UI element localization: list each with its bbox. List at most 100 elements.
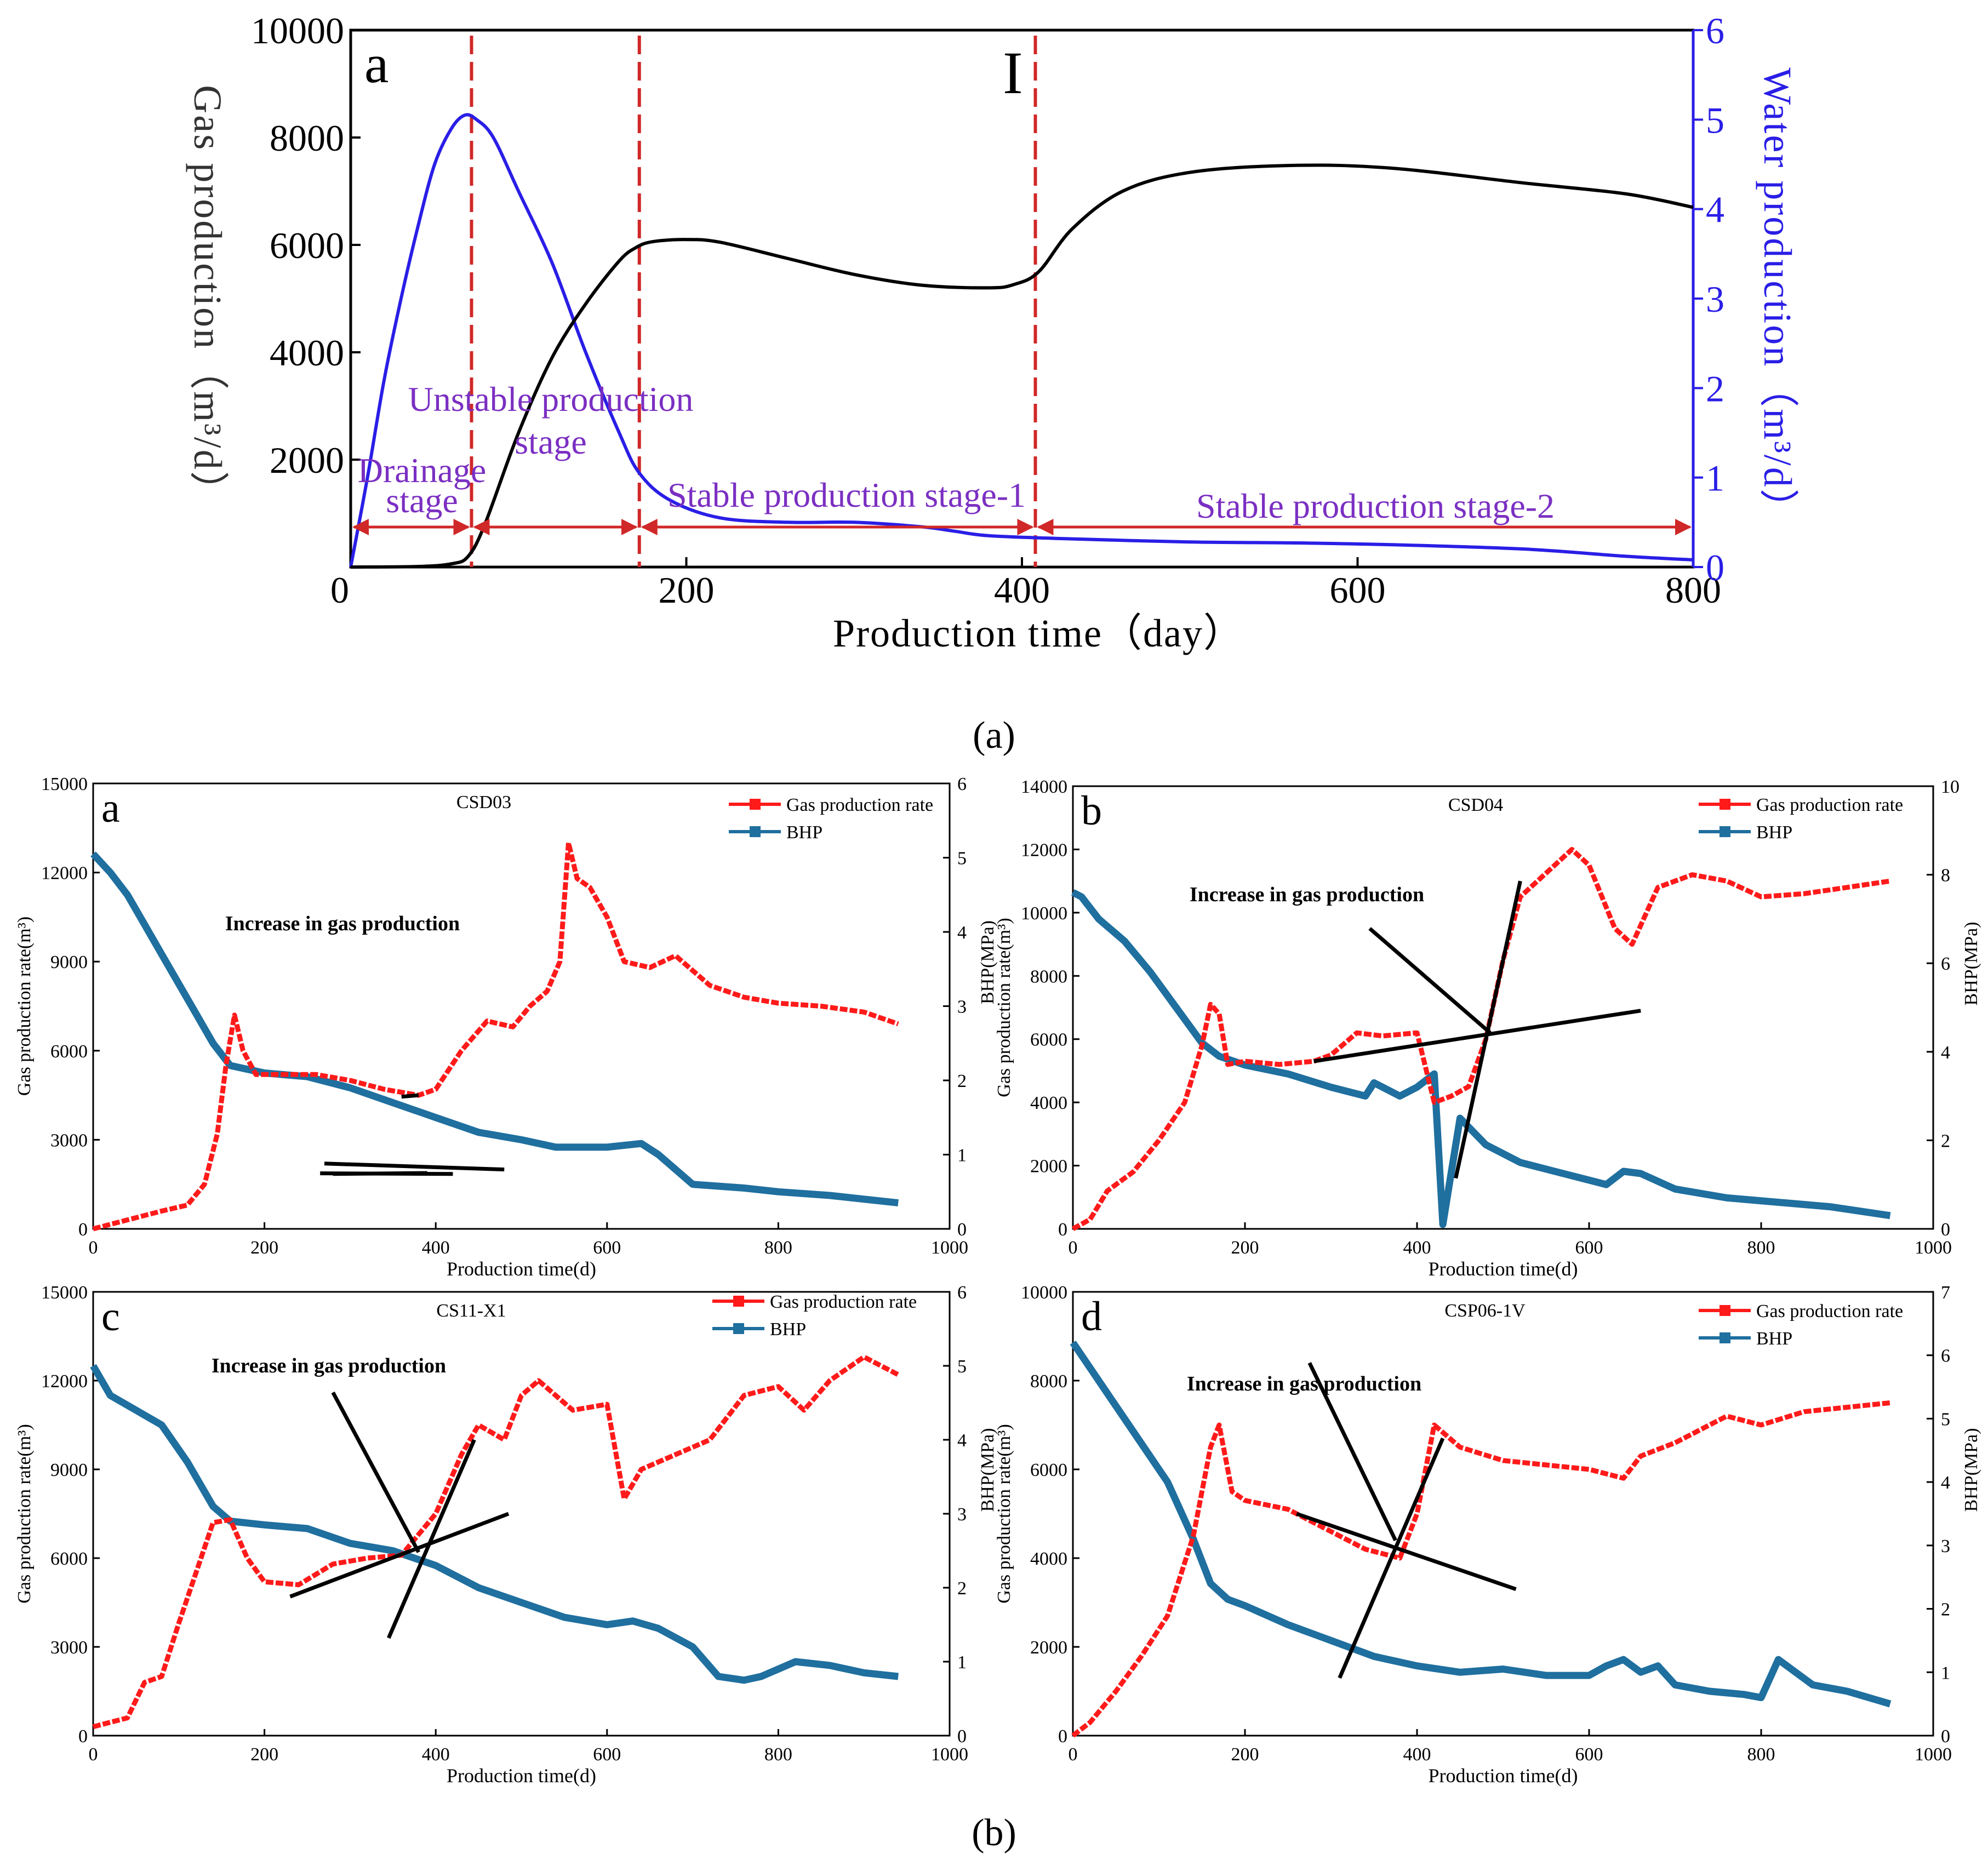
x-tick-label: 200 [1231,1238,1259,1258]
x-tick-label: 600 [1575,1238,1603,1258]
y-right-tick-label: 5 [957,849,967,869]
chart-csd04: 0 200 400 600 800 100002000400060008000100001… [994,777,1981,1280]
y-tick-label: 4000 [270,332,344,374]
marker-label: I [1003,39,1023,106]
x-tick-label: 600 [593,1238,621,1258]
y-right-tick-label: 6 [957,774,967,794]
y-right-tick-label: 0 [957,1726,967,1747]
y-right-axis-label: BHP(MPa) [978,920,998,1004]
panel-letter: a [364,33,389,94]
y-tick-label: 3000 [50,1130,88,1151]
caption-a: (a) [973,714,1015,757]
y-right-tick-label: 10 [1941,777,1960,797]
gas-production-line [1071,846,1891,1231]
x-tick-label: 1000 [1915,1238,1952,1258]
y-tick-label: 12000 [1021,840,1067,860]
x-tick-label: 1000 [1915,1744,1952,1765]
panel-letter: a [101,785,120,831]
y-right-axis-label: BHP(MPa) [1961,1428,1981,1512]
y-right-tick-label: 4 [957,923,967,943]
annotation-arrow [401,1093,419,1099]
x-tick-label: 400 [422,1744,450,1765]
stage-label-stable-1: Stable production stage-1 [667,476,1026,514]
y-axis-label: Gas production（m³/d） [186,85,230,512]
panel-title: CSD04 [1448,795,1503,815]
panel-letter: c [101,1294,120,1340]
y-tick-label: 0 [1058,1220,1067,1240]
chart-csd03: 0 200 400 600 800 100003000600090001200015000… [14,774,998,1280]
y-tick-label: 8000 [1030,1371,1067,1392]
y-tick-label: 12000 [41,1371,88,1392]
y-right-tick-label: 4 [1706,189,1724,231]
x-axis-label: Production time（day） [833,611,1244,655]
x-tick-label: 0 [1069,1744,1078,1765]
y-right-tick-label: 3 [1941,1536,1950,1556]
trend-line [1296,1512,1517,1592]
trend-line [289,1512,510,1599]
legend-gas-label: Gas production rate [786,795,933,815]
y-tick-label: 8000 [270,117,344,159]
y-right-tick-label: 3 [957,997,967,1017]
y-tick-label: 3000 [50,1638,88,1658]
chart-cs11-x1: 0 200 400 600 800 100003000600090001200015000… [14,1283,998,1787]
y-tick-label: 12000 [41,863,88,884]
y-right-axis-label: BHP(MPa) [978,1428,998,1512]
panel-title: CS11-X1 [436,1301,506,1321]
y-axis-label: Gas production rate(m³) [14,1424,35,1603]
legend-gas-label: Gas production rate [770,1292,917,1312]
y-right-tick-label: 4 [1941,1473,1950,1493]
y-right-tick-label: 5 [1706,99,1724,141]
legend-bhp-label: BHP [786,822,822,843]
y-tick-label: 10000 [1021,903,1067,924]
x-tick-label: 400 [1403,1744,1431,1765]
y-right-tick-label: 7 [1941,1283,1950,1303]
y-tick-label: 4000 [1030,1093,1067,1113]
y-tick-label: 10000 [1021,1283,1067,1303]
x-axis-label: Production time(d) [1429,1765,1578,1787]
legend-gas-label: Gas production rate [1756,795,1903,815]
legend-bhp-marker [1719,1332,1730,1343]
x-axis-label: Production time(d) [447,1765,596,1787]
trend-line [324,1161,505,1172]
y-right-tick-label: 5 [1941,1409,1950,1429]
x-axis-label: Production time(d) [447,1258,596,1280]
annotation-text: Increase in gas production [225,912,460,935]
chart-top: 0 200 400 600 800 10000 8000 6000 4000 2000 6 5 4 3 2 1… [186,10,1800,655]
gas-production-line [92,840,899,1232]
gas-production-line [92,1354,900,1730]
plot-frame [1072,785,1934,1230]
bhp-line [90,851,899,1207]
y-tick-label: 0 [1058,1726,1067,1747]
y-tick-label: 6000 [270,225,344,266]
plot-frame [1072,1291,1934,1737]
trend-line [1313,1009,1641,1063]
y-tick-label: 6000 [1030,1460,1067,1480]
stage-label-drainage: Drainage [358,451,487,490]
y-right-tick-label: 2 [1941,1131,1950,1151]
panel-title: CSP06-1V [1444,1301,1526,1321]
x-tick-label: 400 [422,1238,450,1258]
y-tick-label: 2000 [1030,1638,1067,1658]
x-tick-label: 0 [89,1238,98,1258]
gas-production-line [350,163,1694,569]
y-tick-label: 15000 [41,774,88,794]
y-right-tick-label: 2 [1941,1600,1950,1620]
y-tick-label: 2000 [1030,1157,1067,1177]
y-tick-label: 9000 [50,1460,88,1480]
y-tick-label: 9000 [50,952,88,972]
y-axis-label: Gas production rate(m³) [994,1424,1014,1603]
y-axis-label: Gas production rate(m³) [994,918,1014,1097]
annotation-arrow [1307,1362,1397,1542]
y-tick-label: 2000 [270,439,344,481]
legend-gas-marker [1719,799,1730,810]
y-tick-label: 0 [78,1726,88,1747]
x-tick-label: 800 [764,1238,792,1258]
legend-gas-marker [1719,1305,1730,1316]
y-right-tick-label: 6 [1941,1346,1950,1366]
legend-gas-label: Gas production rate [1756,1301,1903,1321]
y-right-tick-label: 8 [1941,866,1950,886]
legend-bhp-label: BHP [1756,822,1792,843]
y-right-tick-label: 0 [1706,547,1724,588]
y-right-tick-label: 1 [957,1652,967,1673]
legend-gas-marker [733,1296,744,1307]
